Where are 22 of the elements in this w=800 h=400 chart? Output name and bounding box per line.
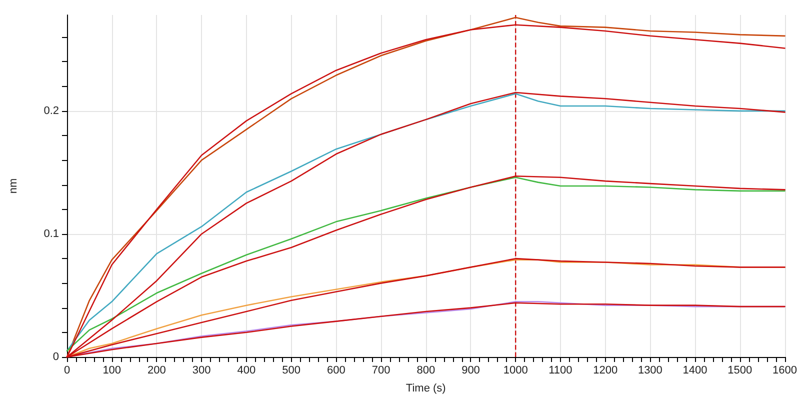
x-tick-label: 1300 [638, 364, 662, 376]
x-tick-label: 300 [192, 364, 211, 376]
y-axis-title: nm [8, 178, 20, 194]
x-tick-label: 800 [416, 364, 436, 376]
x-tick-label: 600 [326, 364, 346, 376]
y-tick-label: 0 [52, 351, 59, 363]
x-axis-title: Time (s) [406, 382, 446, 394]
x-tick-label: 500 [282, 364, 300, 376]
x-tick-label: 1500 [728, 364, 752, 376]
x-tick-label: 1400 [682, 364, 708, 376]
x-tick-label: 1100 [548, 364, 572, 376]
y-tick-label: 0.1 [44, 228, 59, 240]
y-tick-label: 0.2 [44, 104, 59, 117]
x-tick-label: 1600 [772, 364, 798, 376]
x-tick-label: 400 [237, 364, 256, 376]
x-tick-label: 900 [462, 364, 480, 376]
x-tick-label: 200 [148, 364, 166, 376]
x-tick-label: 0 [64, 364, 70, 376]
x-tick-label: 700 [372, 364, 390, 376]
x-tick-label: 1200 [593, 364, 618, 376]
x-tick-label: 1000 [503, 364, 528, 376]
x-tick-label: 100 [102, 364, 122, 376]
